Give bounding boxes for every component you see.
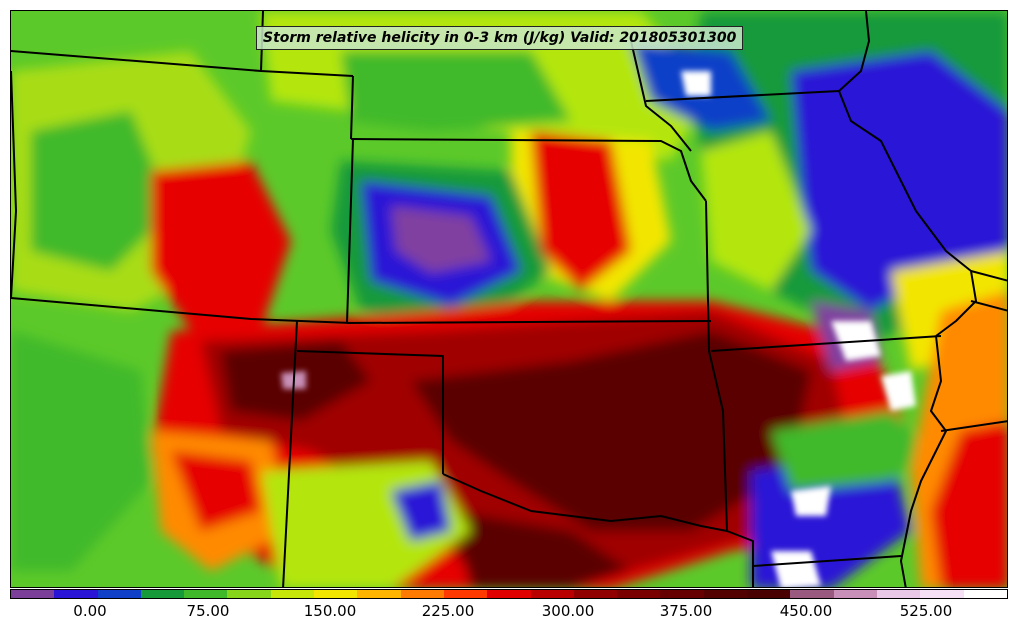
colorbar-tick-label: 150.00 [303, 602, 357, 620]
colorbar-segment [443, 590, 488, 598]
colorbar-tick-label: 225.00 [421, 602, 475, 620]
field-white-spot-5 [791, 486, 831, 516]
colorbar-segment [876, 590, 921, 598]
field-white-spot-4 [681, 71, 711, 96]
colorbar-labels: 0.00 75.00 150.00 225.00 300.00 375.00 450.00 5… [10, 602, 1008, 624]
field-red-sw [171, 451, 261, 531]
field-red-ks [531, 131, 631, 291]
colorbar-segment [184, 590, 228, 598]
colorbar-segment [833, 590, 877, 598]
colorbar-segment [573, 590, 618, 598]
field-lime-east-strip [701, 131, 811, 291]
field-blue-south [391, 481, 451, 541]
colorbar-segment [357, 590, 401, 598]
colorbar-tick-label: 300.00 [541, 602, 595, 620]
field-green-se [771, 411, 931, 491]
field-red-far-se [931, 421, 1007, 587]
field-maroon-south [451, 511, 631, 587]
field-white-spot-3 [771, 551, 821, 587]
map-title: Storm relative helicity in 0-3 km (J/kg)… [263, 30, 737, 46]
helicity-map [11, 11, 1007, 587]
field-white-spot-2 [881, 371, 916, 411]
map-title-box: Storm relative helicity in 0-3 km (J/kg)… [256, 26, 744, 50]
field-green-sw [11, 331, 151, 571]
colorbar-segment [97, 590, 141, 598]
colorbar-segment [963, 590, 1007, 598]
field-maroon-center [411, 331, 811, 531]
map-panel: Storm relative helicity in 0-3 km (J/kg)… [10, 10, 1008, 588]
colorbar-segment [400, 590, 444, 598]
state-boundaries [11, 11, 1007, 587]
colorbar-segment [270, 590, 315, 598]
field-violet-co [391, 206, 491, 273]
field-blue-east [791, 51, 1007, 311]
field-green-nw [31, 111, 171, 271]
colorbar-segment [314, 590, 358, 598]
colorbar-segment [747, 590, 791, 598]
colorbar-tick-label: 450.00 [779, 602, 833, 620]
colorbar-segment [790, 590, 834, 598]
colorbar-segment [11, 590, 55, 598]
colorbar [10, 589, 1008, 599]
colorbar-segment [54, 590, 98, 598]
colorbar-tick-label: 0.00 [73, 602, 107, 620]
colorbar-segment [140, 590, 185, 598]
colorbar-segment [487, 590, 531, 598]
colorbar-segment [617, 590, 661, 598]
colorbar-tick-label: 375.00 [659, 602, 713, 620]
colorbar-segment [530, 590, 574, 598]
colorbar-segment [703, 590, 748, 598]
field-red-west [151, 161, 291, 331]
colorbar-tick-label: 75.00 [186, 602, 230, 620]
colorbar-segment [227, 590, 271, 598]
colorbar-tick-label: 525.00 [899, 602, 953, 620]
field-green-center-north [341, 51, 571, 131]
colorbar-segment [920, 590, 964, 598]
colorbar-segment [660, 590, 704, 598]
